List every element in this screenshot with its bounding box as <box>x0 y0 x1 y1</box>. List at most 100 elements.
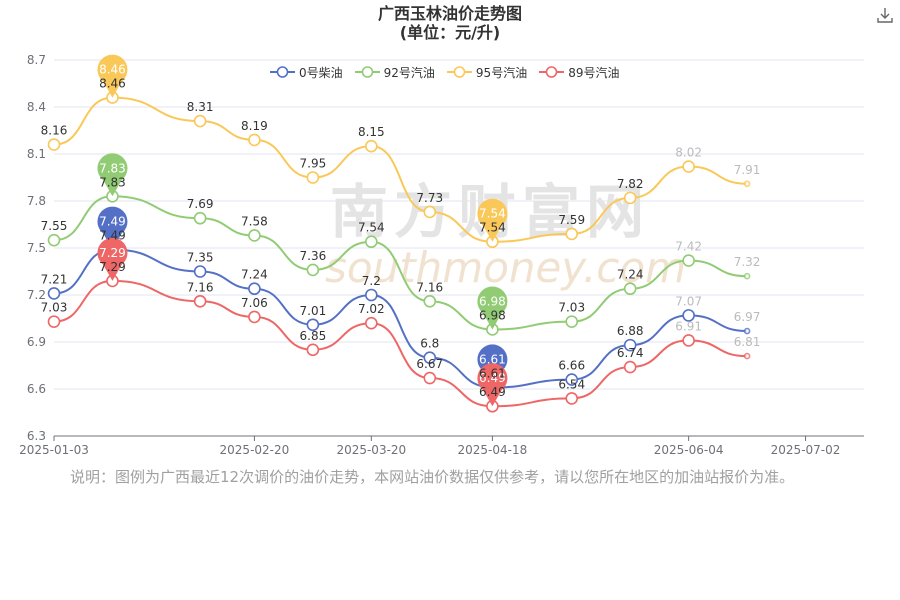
data-label: 7.54 <box>358 221 385 235</box>
data-point <box>248 229 261 242</box>
data-point <box>682 254 695 267</box>
data-point <box>306 263 320 277</box>
data-label: 7.82 <box>617 177 644 191</box>
data-label: 7.06 <box>241 296 268 310</box>
data-label: 6.91 <box>675 319 702 333</box>
data-label: 6.54 <box>558 377 585 391</box>
data-label: 7.55 <box>41 219 68 233</box>
data-label: 7.29 <box>99 260 126 274</box>
data-point <box>193 114 207 128</box>
data-point <box>423 205 437 219</box>
data-point <box>47 233 61 247</box>
data-label: 6.81 <box>734 335 761 349</box>
data-label: 7.49 <box>99 229 126 243</box>
legend-item[interactable]: 0号柴油 <box>270 64 343 81</box>
data-label: 7.83 <box>99 175 126 189</box>
marker-pin <box>97 153 128 184</box>
data-label: 7.58 <box>241 214 268 228</box>
data-point <box>623 360 637 374</box>
marker-label: 6.49 <box>479 371 506 385</box>
data-label: 8.16 <box>41 124 68 138</box>
legend-item[interactable]: 92号汽油 <box>354 64 435 81</box>
data-label: 6.85 <box>300 329 327 343</box>
data-label: 7.03 <box>558 301 585 315</box>
extreme-marker: 8.46 <box>97 54 128 98</box>
chart-title: 广西玉林油价走势图 (单位：元/升) <box>0 4 900 42</box>
data-label: 7.54 <box>479 221 506 235</box>
y-tick-label: 6.3 <box>27 429 46 443</box>
data-point <box>47 315 61 328</box>
data-point <box>743 352 751 360</box>
data-label: 7.24 <box>241 268 268 282</box>
y-tick-label: 7.5 <box>27 241 46 255</box>
data-label: 8.02 <box>675 146 702 160</box>
data-label: 8.15 <box>358 125 385 139</box>
x-tick-label: 2025-03-20 <box>336 443 406 457</box>
data-point <box>193 265 207 278</box>
data-label: 6.88 <box>617 324 644 338</box>
data-label: 6.98 <box>479 308 506 322</box>
axes: 6.3 6.6 6.9 7.2 7.5 7.8 8.1 8.4 8.7 2025-01-03 202… <box>19 53 864 457</box>
data-point <box>365 316 378 330</box>
legend-symbol <box>354 66 380 78</box>
data-label: 7.03 <box>41 301 68 315</box>
legend-item[interactable]: 89号汽油 <box>539 64 619 81</box>
data-label: 7.16 <box>416 280 443 294</box>
data-point <box>47 287 61 300</box>
extreme-marker: 6.49 <box>477 363 508 407</box>
data-point <box>306 171 320 184</box>
data-label: 7.36 <box>300 249 327 263</box>
data-point <box>743 327 751 335</box>
marker-label: 7.29 <box>99 246 126 260</box>
data-point <box>565 373 579 386</box>
data-point <box>248 310 261 324</box>
chart-note: 说明：图例为广西最近12次调价的油价走势，本网站油价数据仅供参考，请以您所在地区… <box>70 468 795 486</box>
series <box>47 91 751 413</box>
data-label: 7.01 <box>300 304 327 318</box>
data-label: 7.2 <box>362 274 381 288</box>
data-label: 6.97 <box>734 310 761 324</box>
marker-pin <box>97 237 128 268</box>
data-label: 6.49 <box>479 385 506 399</box>
data-point <box>682 160 695 173</box>
watermark-en: southmoney.com <box>325 243 686 292</box>
download-icon[interactable] <box>876 6 894 24</box>
data-label: 6.8 <box>420 337 439 351</box>
legend-label: 92号汽油 <box>383 65 435 80</box>
legend-symbol <box>539 66 565 78</box>
x-tick-label: 2025-02-20 <box>220 443 290 457</box>
data-label: 6.74 <box>617 346 644 360</box>
data-point <box>423 294 437 308</box>
marker-label: 6.98 <box>479 294 506 308</box>
extreme-marker: 7.83 <box>97 153 128 197</box>
data-point <box>565 315 579 328</box>
data-point <box>565 392 579 405</box>
data-label: 7.73 <box>416 191 443 205</box>
data-label: 8.31 <box>187 100 214 114</box>
marker-label: 7.83 <box>99 161 126 175</box>
data-point <box>682 309 695 322</box>
data-label: 7.95 <box>300 157 327 171</box>
marker-pin <box>477 198 508 229</box>
data-point <box>623 282 637 296</box>
extreme-marker: 7.54 <box>477 198 508 242</box>
data-point <box>365 288 378 302</box>
data-point <box>423 371 437 385</box>
chart-legend: 0号柴油 92号汽油 95号汽油 89号汽油 <box>270 62 631 82</box>
chart-title-line2: (单位：元/升) <box>399 23 501 42</box>
legend-item[interactable]: 95号汽油 <box>446 64 527 81</box>
data-label: 7.42 <box>675 240 702 254</box>
legend-symbol <box>270 66 295 78</box>
data-point <box>193 294 207 308</box>
x-tick-label: 2025-04-18 <box>458 443 528 457</box>
extreme-marker: 7.29 <box>97 237 128 281</box>
y-tick-label: 7.2 <box>27 288 46 302</box>
data-label: 7.07 <box>675 294 702 308</box>
data-point <box>193 211 207 225</box>
data-label: 7.59 <box>558 213 585 227</box>
y-tick-label: 8.1 <box>27 147 46 161</box>
data-label: 7.91 <box>734 163 761 177</box>
data-label: 8.19 <box>241 119 268 133</box>
legend-label: 0号柴油 <box>299 65 343 80</box>
data-point <box>565 227 579 241</box>
